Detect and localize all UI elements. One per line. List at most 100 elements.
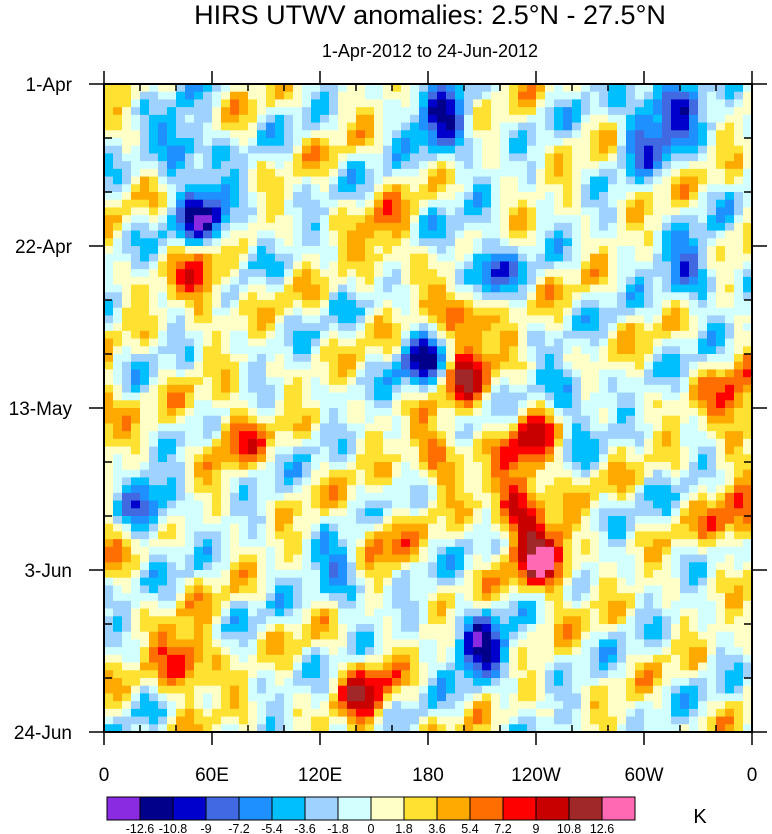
anomaly-cell [194,585,204,594]
anomaly-cell [158,138,168,147]
anomaly-cell [140,199,150,209]
anomaly-cell [248,161,258,170]
anomaly-cell [185,276,195,286]
anomaly-cell [167,585,177,594]
anomaly-cell [734,107,744,116]
anomaly-cell [680,230,690,239]
anomaly-cell [230,84,240,93]
anomaly-cell [437,261,447,270]
anomaly-cell [176,438,186,448]
anomaly-cell [113,161,123,170]
anomaly-cell [653,346,663,355]
anomaly-cell [122,261,132,270]
anomaly-cell [266,153,276,162]
anomaly-cell [545,531,555,540]
anomaly-cell [653,516,663,525]
anomaly-cell [212,400,222,409]
anomaly-cell [167,608,177,617]
anomaly-cell [140,338,150,347]
anomaly-cell [527,392,537,401]
anomaly-cell [167,593,177,602]
anomaly-cell [356,546,366,556]
anomaly-cell [311,207,321,216]
anomaly-cell [365,415,375,425]
anomaly-cell [554,207,564,216]
anomaly-cell [383,377,393,386]
anomaly-cell [599,246,609,255]
anomaly-cell [185,539,195,548]
anomaly-cell [554,192,564,201]
anomaly-cell [734,199,744,209]
anomaly-cell [158,338,168,347]
anomaly-cell [275,199,285,209]
anomaly-cell [689,84,699,93]
anomaly-cell [419,253,429,263]
anomaly-cell [689,253,699,263]
anomaly-cell [221,400,231,409]
anomaly-cell [329,99,339,108]
anomaly-cell [356,562,366,571]
anomaly-cell [293,215,303,224]
anomaly-cell [617,276,627,286]
anomaly-cell [572,192,582,201]
anomaly-cell [428,138,438,147]
anomaly-cell [284,300,294,309]
anomaly-cell [230,446,240,455]
anomaly-cell [455,608,465,617]
anomaly-cell [482,546,492,556]
anomaly-cell [491,492,501,502]
anomaly-cell [473,215,483,224]
anomaly-cell [320,323,330,332]
anomaly-cell [608,554,618,563]
anomaly-cell [671,415,681,425]
anomaly-cell [527,307,537,317]
anomaly-cell [185,230,195,239]
anomaly-cell [635,238,645,247]
anomaly-cell [536,207,546,216]
anomaly-cell [185,415,195,425]
anomaly-cell [662,84,672,93]
anomaly-cell [509,292,519,301]
anomaly-cell [221,338,231,347]
anomaly-cell [500,546,510,556]
anomaly-cell [329,408,339,417]
anomaly-cell [446,145,456,155]
anomaly-cell [707,261,717,270]
anomaly-cell [635,562,645,571]
anomaly-cell [581,369,591,378]
anomaly-cell [635,408,645,417]
anomaly-cell [401,408,411,417]
anomaly-cell [176,215,186,224]
anomaly-cell [464,608,474,617]
anomaly-cell [581,546,591,556]
anomaly-cell [635,138,645,147]
anomaly-cell [599,307,609,317]
anomaly-cell [653,562,663,571]
anomaly-cell [500,415,510,425]
anomaly-cell [707,531,717,540]
anomaly-cell [131,585,141,594]
anomaly-cell [608,562,618,571]
anomaly-cell [347,192,357,201]
anomaly-cell [419,107,429,116]
anomaly-cell [608,269,618,278]
anomaly-cell [365,361,375,371]
anomaly-cell [527,354,537,363]
anomaly-cell [599,431,609,440]
anomaly-cell [302,485,312,494]
anomaly-cell [671,269,681,278]
anomaly-cell [590,477,600,486]
anomaly-cell [608,84,618,93]
anomaly-cell [185,593,195,602]
anomaly-cell [599,122,609,131]
anomaly-cell [203,153,213,162]
anomaly-cell [707,423,717,432]
anomaly-cell [149,153,159,162]
anomaly-cell [311,608,321,617]
anomaly-cell [635,400,645,409]
anomaly-cell [347,184,357,193]
anomaly-cell [230,130,240,139]
anomaly-cell [599,114,609,124]
anomaly-cell [491,145,501,155]
anomaly-cell [626,292,636,301]
